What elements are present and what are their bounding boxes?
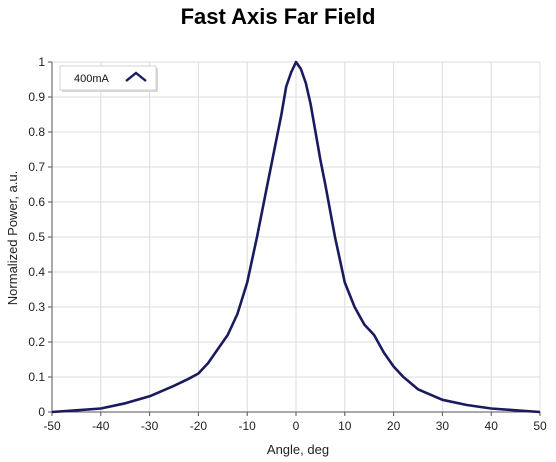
series-line-400mA bbox=[51, 60, 541, 414]
y-tick-label: 0.5 bbox=[28, 230, 45, 244]
grid-layer bbox=[51, 61, 541, 413]
series-layer bbox=[51, 60, 541, 414]
y-tick-label: 0.4 bbox=[28, 265, 45, 279]
legend-box bbox=[59, 65, 157, 91]
y-tick-label: 0.2 bbox=[28, 335, 45, 349]
y-tick-label: 0.7 bbox=[28, 160, 45, 174]
x-tick-label: 50 bbox=[533, 419, 547, 433]
y-tick-label: 0 bbox=[38, 405, 45, 419]
x-tick-label: -40 bbox=[92, 419, 110, 433]
y-tick-label: 0.8 bbox=[28, 125, 45, 139]
x-tick-label: -30 bbox=[141, 419, 159, 433]
x-tick-label: 10 bbox=[338, 419, 352, 433]
y-tick-label: 1 bbox=[38, 55, 45, 69]
y-tick-label: 0.9 bbox=[28, 90, 45, 104]
x-axis-label: Angle, deg bbox=[267, 442, 329, 457]
chart-title: Fast Axis Far Field bbox=[180, 4, 376, 29]
x-tick-label: 0 bbox=[293, 419, 300, 433]
y-tick-label: 0.6 bbox=[28, 195, 45, 209]
ticks-layer: -50 -40 -30 -20 -10 0 10 20 30 40 50 0 0.1 0.2 0.3 0.4 0… bbox=[28, 55, 547, 433]
y-tick-label: 0.1 bbox=[28, 370, 45, 384]
x-tick-label: -50 bbox=[43, 419, 61, 433]
y-axis-label: Normalized Power, a.u. bbox=[5, 171, 20, 305]
x-tick-label: -10 bbox=[239, 419, 257, 433]
x-tick-label: 20 bbox=[387, 419, 401, 433]
x-tick-label: 40 bbox=[485, 419, 499, 433]
legend-swatch bbox=[125, 71, 147, 82]
legend: 400mA bbox=[59, 65, 158, 92]
legend-label: 400mA bbox=[74, 73, 110, 85]
x-tick-label: 30 bbox=[436, 419, 450, 433]
y-tick-label: 0.3 bbox=[28, 300, 45, 314]
x-tick-label: -20 bbox=[190, 419, 208, 433]
